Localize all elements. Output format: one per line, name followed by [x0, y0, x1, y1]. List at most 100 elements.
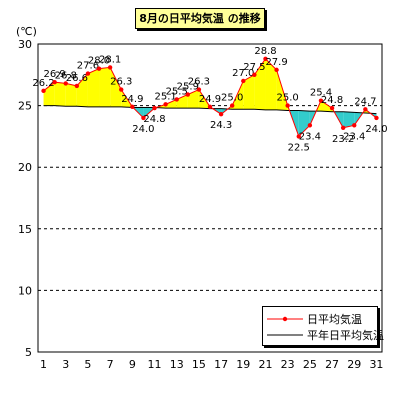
x-tick-label-3: 3: [62, 358, 69, 371]
data-label-day-20: 27.5: [243, 62, 265, 73]
fill-above-6: [99, 67, 111, 107]
data-point-day-23: [285, 103, 290, 108]
data-point-day-10: [141, 115, 146, 121]
fill-above-2: [54, 82, 66, 107]
data-point-day-24: [296, 134, 301, 139]
fill-above-7: [110, 67, 122, 107]
data-point-day-4: [74, 83, 80, 89]
data-point-day-20: [252, 72, 257, 78]
data-label-day-1: 26.2: [32, 78, 54, 89]
data-point-day-8: [119, 87, 124, 92]
data-label-day-29: 23.4: [343, 131, 365, 142]
legend-label-normal: 平年日平均気温: [307, 329, 384, 342]
x-tick-label-27: 27: [325, 358, 339, 371]
x-tick-label-5: 5: [84, 358, 91, 371]
chart-title: 8月の日平均気温 の推移: [135, 8, 265, 29]
fill-above-19: [243, 74, 255, 110]
data-label-day-22: 27.9: [265, 57, 287, 68]
data-point-day-15: [196, 87, 202, 92]
data-point-day-25: [307, 123, 313, 128]
data-label-day-16: 24.9: [199, 94, 221, 105]
data-point-day-2: [52, 79, 57, 85]
y-tick-label-10: 10: [18, 284, 32, 297]
data-label-day-31: 24.0: [365, 124, 387, 135]
data-point-day-9: [130, 104, 135, 110]
data-label-day-28: 23.2: [332, 134, 354, 145]
x-tick-label-1: 1: [40, 358, 47, 371]
data-label-day-19: 27.0: [232, 68, 254, 79]
data-label-day-10: 24.0: [132, 124, 154, 135]
y-tick-label-25: 25: [18, 100, 32, 113]
data-point-day-13: [174, 97, 179, 102]
data-label-day-5: 27.6: [77, 61, 99, 72]
data-label-day-8: 26.3: [110, 77, 132, 88]
legend: 日平均気温 平年日平均気温: [262, 306, 384, 346]
data-point-day-6: [96, 66, 102, 71]
data-label-day-11: 24.8: [143, 114, 165, 125]
data-label-day-26: 25.4: [310, 88, 332, 99]
fill-above-14: [187, 89, 199, 109]
data-label-day-18: 25.0: [221, 93, 243, 104]
legend-label-daily: 日平均気温: [307, 313, 362, 326]
data-label-day-4: 26.6: [66, 73, 88, 84]
data-point-day-31: [374, 115, 379, 121]
fill-above-3: [65, 83, 77, 107]
fill-above-5: [87, 68, 100, 107]
x-tick-label-13: 13: [170, 358, 184, 371]
x-tick-label-21: 21: [258, 358, 272, 371]
x-tick-label-31: 31: [369, 358, 383, 371]
legend-swatch-daily: [267, 314, 303, 324]
data-label-day-30: 24.7: [354, 96, 376, 107]
y-tick-label-20: 20: [18, 161, 32, 174]
data-label-day-12: 25.1: [154, 91, 176, 102]
x-tick-label-15: 15: [192, 358, 206, 371]
data-label-day-2: 26.9: [44, 69, 66, 80]
data-label-day-24: 22.5: [288, 142, 310, 153]
data-label-day-9: 24.9: [121, 94, 143, 105]
x-tick-label-7: 7: [107, 358, 114, 371]
data-point-day-19: [241, 78, 246, 84]
fill-below-24: [298, 110, 310, 137]
data-label-day-6: 28.0: [88, 56, 110, 67]
data-label-day-25: 23.4: [299, 131, 321, 142]
fill-above-12: [165, 99, 177, 109]
x-tick-label-19: 19: [236, 358, 250, 371]
legend-item-daily: 日平均気温: [267, 312, 362, 326]
data-label-day-23: 25.0: [277, 93, 299, 104]
x-tick-label-9: 9: [129, 358, 136, 371]
data-label-day-15: 26.3: [188, 77, 210, 88]
fill-above-26: [320, 100, 333, 112]
data-point-day-29: [352, 123, 357, 128]
data-point-day-17: [218, 112, 224, 117]
fill-above-21: [265, 58, 277, 110]
data-point-day-11: [152, 105, 157, 111]
fill-above-4: [76, 73, 88, 107]
data-point-day-27: [329, 105, 335, 111]
data-label-day-14: 25.9: [177, 82, 199, 93]
legend-swatch-normal: [267, 330, 303, 340]
data-label-day-13: 25.5: [166, 86, 188, 97]
fill-above-1: [43, 82, 55, 106]
x-tick-label-17: 17: [214, 358, 228, 371]
data-point-day-22: [274, 67, 279, 73]
data-point-day-26: [318, 98, 324, 103]
data-point-day-30: [363, 107, 368, 112]
data-point-day-21: [263, 56, 268, 61]
y-tick-label-30: 30: [18, 38, 32, 51]
data-label-day-7: 28.1: [99, 54, 121, 65]
data-point-day-28: [340, 125, 346, 130]
data-label-day-3: 26.8: [55, 70, 77, 81]
data-label-day-27: 24.8: [321, 95, 343, 106]
data-point-day-5: [85, 71, 91, 76]
x-tick-label-11: 11: [148, 358, 162, 371]
data-point-day-3: [63, 81, 68, 86]
plot-border: [37, 43, 383, 353]
data-point-day-14: [185, 92, 191, 97]
fill-below-28: [343, 111, 355, 128]
y-tick-label-5: 5: [25, 346, 32, 359]
data-point-day-18: [229, 103, 235, 108]
x-tick-label-29: 29: [347, 358, 361, 371]
x-tick-label-23: 23: [281, 358, 295, 371]
